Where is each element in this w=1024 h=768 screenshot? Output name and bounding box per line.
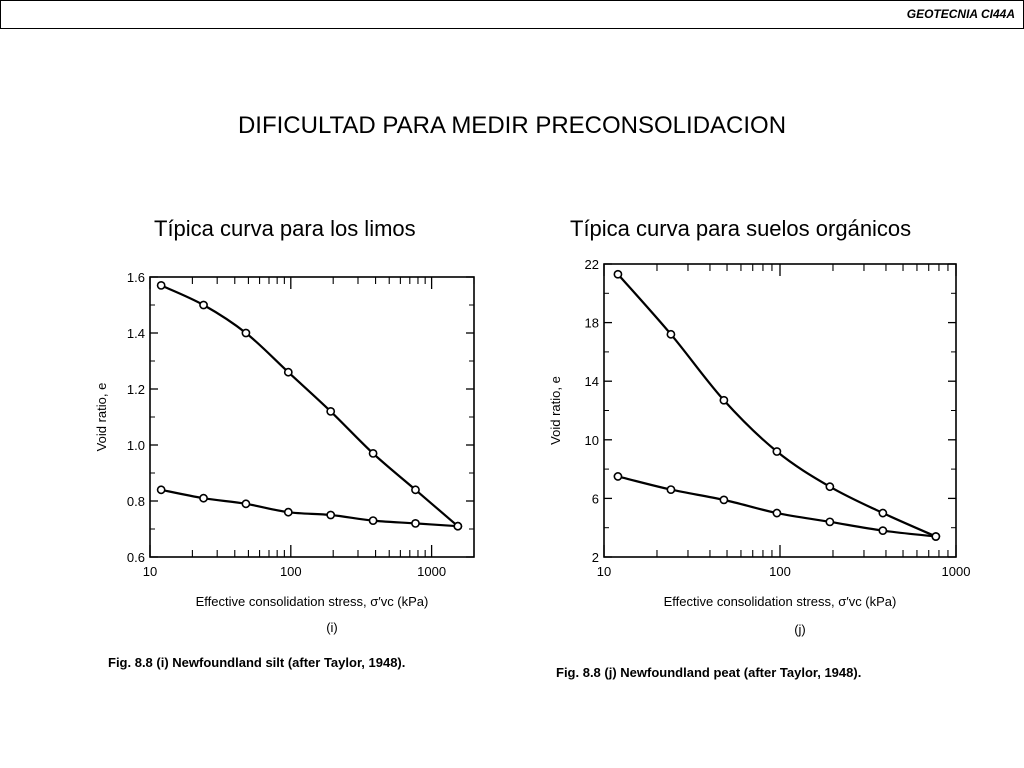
data-point-unloading (241, 499, 251, 509)
data-point-unloading (156, 485, 166, 495)
x-tick-label: 10 (143, 564, 157, 579)
x-axis-label: Effective consolidation stress, σ′vc (kP… (196, 594, 429, 609)
y-tick-label: 1.2 (127, 382, 145, 397)
data-point-unloading (326, 510, 336, 520)
data-point-unloading (666, 485, 676, 495)
y-tick-label: 10 (585, 433, 599, 448)
x-axis-label: Effective consolidation stress, σ′vc (kP… (664, 594, 897, 609)
panel-label: (i) (326, 620, 338, 635)
data-point-unloading (825, 517, 835, 527)
slide-title: DIFICULTAD PARA MEDIR PRECONSOLIDACION (237, 112, 787, 139)
y-tick-label: 1.4 (127, 326, 145, 341)
y-tick-label: 0.6 (127, 550, 145, 565)
panel-label: (j) (794, 622, 806, 637)
data-point-unloading (283, 507, 293, 517)
subtitle-right: Típica curva para suelos orgánicos (570, 216, 912, 241)
data-point-unloading (411, 519, 420, 528)
data-point-unloading (368, 516, 378, 525)
caption-right: Fig. 8.8 (j) Newfoundland peat (after Ta… (556, 665, 862, 680)
data-point-loading (326, 406, 336, 416)
caption-left: Fig. 8.8 (i) Newfoundland silt (after Ta… (108, 655, 406, 670)
x-tick-label: 100 (769, 564, 791, 579)
data-point-loading (666, 329, 676, 339)
data-point-loading (241, 328, 251, 338)
y-axis-label: Void ratio, e (548, 376, 563, 445)
data-point-loading (199, 300, 208, 310)
series-line-loading (617, 273, 937, 538)
x-tick-label: 100 (280, 564, 302, 579)
header-bar: GEOTECNIA CI44A (0, 0, 1024, 29)
data-point-unloading (719, 495, 729, 505)
data-point-loading (283, 367, 293, 377)
y-axis-label: Void ratio, e (94, 383, 109, 452)
data-point-unloading (613, 472, 623, 481)
data-point-loading (411, 485, 420, 495)
y-tick-label: 6 (592, 491, 599, 506)
y-tick-label: 1.6 (127, 270, 145, 285)
y-tick-label: 18 (585, 316, 599, 331)
course-code: GEOTECNIA CI44A (906, 7, 1015, 21)
data-point-unloading (453, 521, 463, 531)
x-tick-label: 1000 (942, 564, 971, 579)
y-tick-label: 22 (585, 257, 599, 272)
x-tick-label: 1000 (417, 564, 446, 579)
y-tick-label: 1.0 (127, 438, 145, 453)
data-point-loading (825, 482, 835, 492)
y-tick-label: 0.8 (127, 494, 145, 509)
data-point-loading (613, 269, 623, 279)
y-tick-label: 2 (592, 550, 599, 565)
plot-frame-0 (149, 276, 475, 558)
data-point-unloading (878, 526, 888, 536)
y-tick-label: 14 (585, 374, 599, 389)
data-point-loading (368, 448, 378, 458)
x-tick-label: 10 (597, 564, 611, 579)
data-point-unloading (931, 532, 941, 541)
data-point-loading (719, 395, 729, 405)
data-point-loading (878, 508, 888, 518)
subtitle-left: Típica curva para los limos (154, 216, 416, 241)
data-point-loading (156, 280, 166, 290)
series-line-unloading (617, 475, 936, 538)
data-point-unloading (199, 493, 208, 503)
data-point-loading (772, 447, 782, 456)
data-point-unloading (772, 508, 782, 518)
